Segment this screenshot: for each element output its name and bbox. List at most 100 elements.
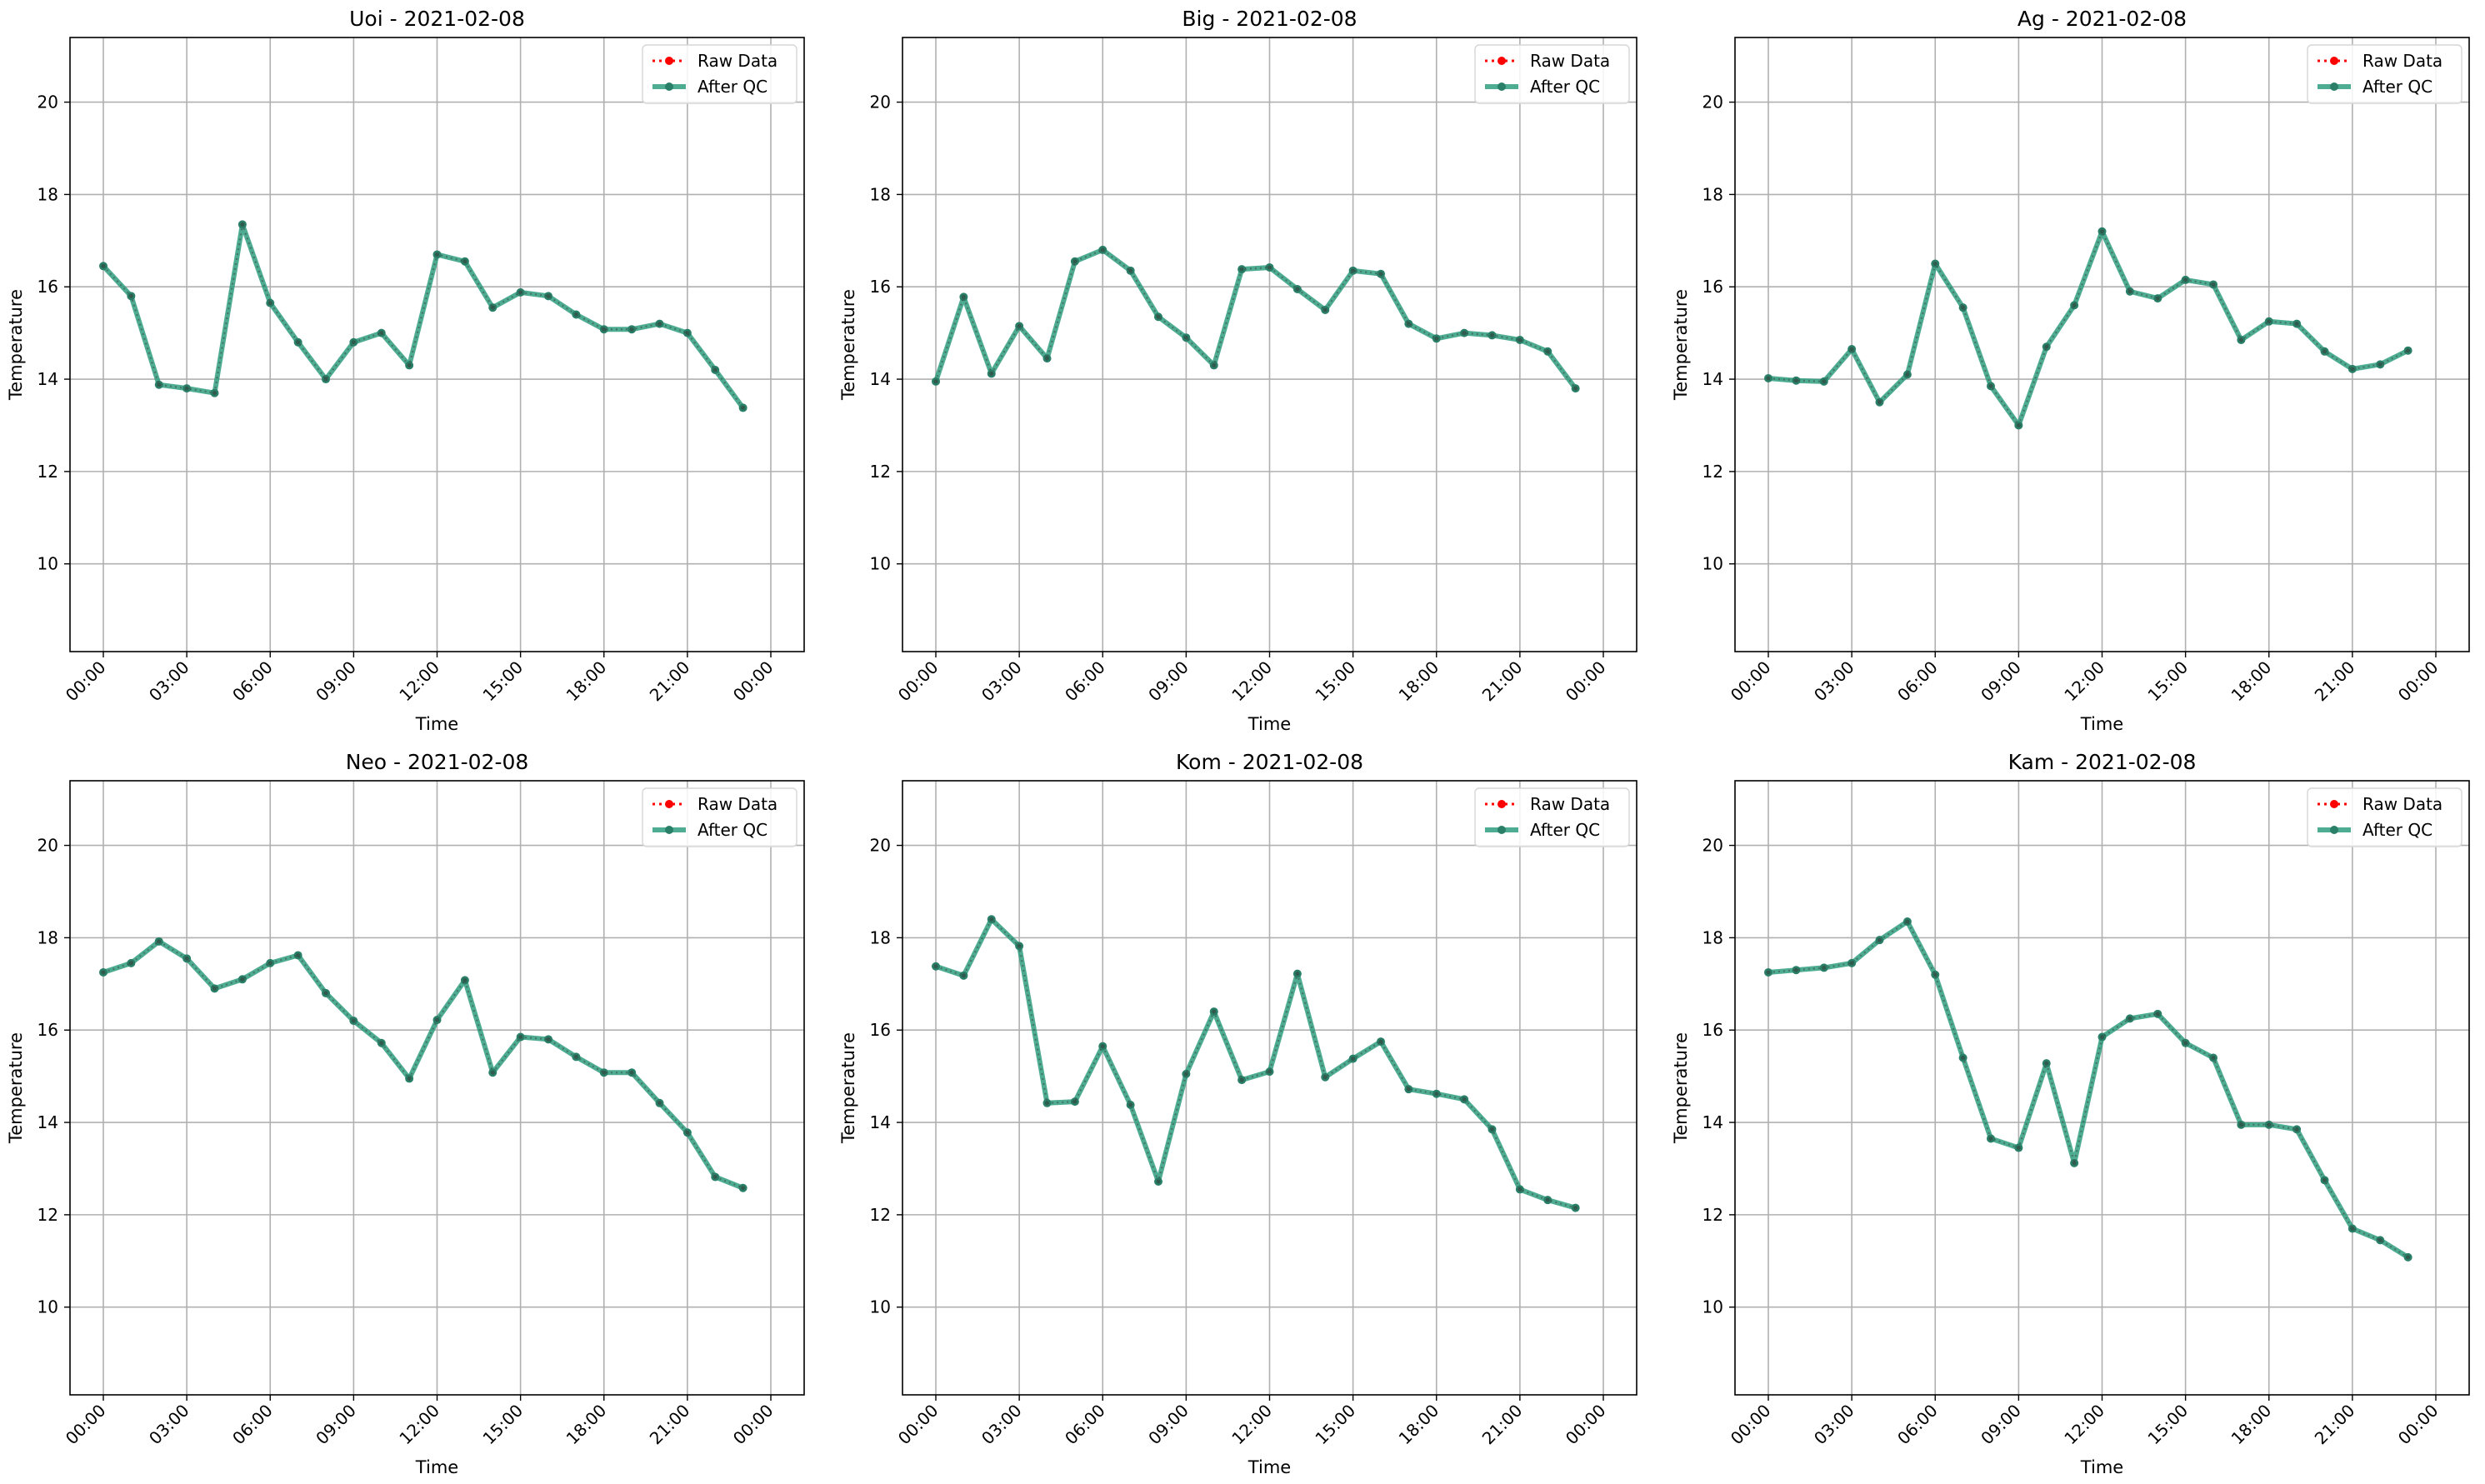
raw-data-point [2294, 322, 2299, 327]
raw-data-point [2350, 1227, 2355, 1232]
x-tick-label: 12:00 [2060, 1401, 2108, 1449]
y-tick-label: 10 [870, 554, 891, 574]
legend-marker-raw-data [665, 57, 673, 65]
y-axis-label: Temperature [6, 1032, 26, 1144]
x-tick-label: 21:00 [1478, 657, 1527, 706]
raw-data-point [1462, 1097, 1467, 1102]
raw-data-point [1490, 1127, 1494, 1132]
raw-data-point [1100, 1044, 1105, 1049]
raw-data-point [2128, 289, 2132, 294]
raw-data-point [1100, 247, 1105, 252]
raw-data-point [1878, 400, 1882, 405]
x-tick-label: 18:00 [562, 657, 611, 706]
raw-data-point [128, 961, 133, 966]
y-axis-label: Temperature [838, 289, 858, 401]
legend-label-after-qc: After QC [698, 820, 768, 840]
x-tick-label: 03:00 [1810, 657, 1858, 706]
legend: Raw Data After QC [1474, 44, 1630, 104]
raw-data-point [1766, 970, 1771, 975]
raw-data-point [1545, 1197, 1550, 1202]
raw-data-point [2072, 1161, 2077, 1166]
raw-data-point [240, 222, 245, 227]
raw-data-point [1183, 335, 1188, 340]
y-tick-label: 16 [38, 1020, 58, 1040]
raw-data-point [1462, 331, 1467, 336]
raw-data-point [1268, 265, 1272, 270]
legend-label-after-qc: After QC [2362, 77, 2432, 97]
y-tick-label: 12 [38, 462, 58, 482]
raw-data-point [1295, 972, 1300, 977]
x-tick-label: 09:00 [1977, 1401, 2025, 1449]
raw-data-point [1766, 376, 1771, 381]
raw-data-point [1378, 1039, 1383, 1044]
raw-data-point [2406, 1255, 2411, 1260]
raw-data-point [1212, 362, 1217, 367]
series-line-raw-data [934, 248, 1577, 389]
legend: Raw Data After QC [642, 787, 798, 847]
raw-data-point [490, 305, 495, 310]
raw-data-point [323, 377, 328, 382]
x-tick-label: 06:00 [228, 657, 277, 706]
raw-data-point [157, 382, 162, 387]
raw-data-point [989, 371, 994, 376]
raw-data-point [296, 952, 301, 957]
legend-marker-raw-data [2330, 800, 2338, 808]
x-tick-label: 00:00 [2394, 657, 2442, 706]
raw-data-point [933, 379, 938, 384]
x-tick-label: 00:00 [62, 657, 110, 706]
subplot: 10 12 14 16 18 20 00:00 03:00 06:00 09:00 12:00 15:… [6, 750, 805, 1477]
raw-data-point [658, 322, 662, 327]
series-line-after-qc [933, 247, 1578, 390]
legend-label-after-qc: After QC [1530, 77, 1600, 97]
legend-marker-after-qc [1498, 82, 1506, 91]
raw-data-point [212, 986, 217, 991]
x-axis-label: Time [1248, 1457, 1291, 1477]
raw-data-point [1045, 356, 1049, 361]
raw-data-point [1793, 378, 1798, 383]
legend-marker-after-qc [665, 82, 673, 91]
raw-data-point [1573, 386, 1578, 391]
y-tick-label: 12 [870, 462, 891, 482]
y-tick-label: 18 [38, 184, 58, 204]
raw-data-point [2378, 362, 2382, 367]
raw-data-point [157, 939, 162, 944]
raw-data-point [546, 293, 551, 298]
raw-data-point [629, 327, 634, 332]
raw-data-point [1128, 1102, 1133, 1107]
y-tick-label: 16 [1702, 1020, 1723, 1040]
x-tick-label: 15:00 [478, 657, 527, 706]
raw-data-point [323, 991, 328, 996]
raw-data-point [518, 290, 523, 295]
raw-data-point [128, 293, 133, 298]
raw-data-point [1490, 332, 1494, 337]
x-tick-label: 21:00 [646, 1401, 694, 1449]
legend-marker-raw-data [2330, 57, 2338, 65]
subplot-title: Neo - 2021-02-08 [346, 750, 529, 774]
x-tick-label: 12:00 [395, 1401, 443, 1449]
subplot-title: Ag - 2021-02-08 [2018, 7, 2187, 31]
raw-data-point [2100, 229, 2104, 234]
x-tick-label: 03:00 [978, 1401, 1026, 1449]
raw-data-point [658, 1101, 662, 1106]
y-tick-label: 14 [38, 1112, 58, 1132]
raw-data-point [2072, 302, 2077, 307]
legend-label-after-qc: After QC [1530, 820, 1600, 840]
x-tick-label: 00:00 [1727, 657, 1775, 706]
raw-data-point [989, 917, 994, 922]
raw-data-point [685, 331, 690, 336]
y-tick-label: 20 [38, 92, 58, 112]
raw-data-point [685, 1130, 690, 1135]
x-tick-label: 00:00 [2394, 1401, 2442, 1449]
series-line-raw-data [102, 940, 744, 1189]
raw-data-point [1378, 272, 1383, 277]
y-tick-label: 10 [1702, 554, 1723, 574]
raw-data-point [1072, 259, 1078, 264]
subplot: 10 12 14 16 18 20 00:00 03:00 06:00 09:00 12:00 15:… [6, 7, 805, 734]
raw-data-point [2378, 1237, 2382, 1242]
legend-marker-raw-data [665, 800, 673, 808]
x-tick-label: 15:00 [1311, 657, 1359, 706]
raw-data-point [546, 1037, 551, 1042]
y-tick-label: 20 [38, 836, 58, 856]
x-tick-label: 15:00 [2143, 657, 2192, 706]
raw-data-point [1268, 1069, 1272, 1074]
